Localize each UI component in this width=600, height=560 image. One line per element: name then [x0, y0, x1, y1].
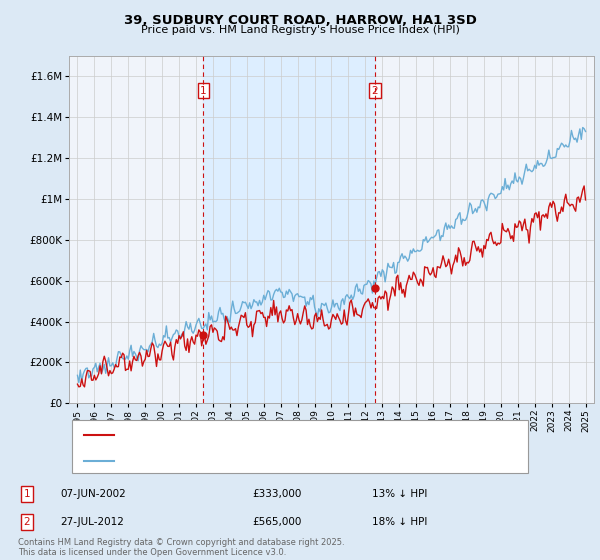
Text: 13% ↓ HPI: 13% ↓ HPI [372, 489, 427, 499]
Text: Price paid vs. HM Land Registry's House Price Index (HPI): Price paid vs. HM Land Registry's House … [140, 25, 460, 35]
Text: 2: 2 [23, 517, 31, 527]
Text: HPI: Average price, detached house, Brent: HPI: Average price, detached house, Bren… [123, 456, 331, 466]
Text: 39, SUDBURY COURT ROAD, HARROW, HA1 3SD (detached house): 39, SUDBURY COURT ROAD, HARROW, HA1 3SD … [123, 430, 446, 440]
Text: 1: 1 [23, 489, 31, 499]
Text: £333,000: £333,000 [252, 489, 301, 499]
Text: 07-JUN-2002: 07-JUN-2002 [60, 489, 126, 499]
Text: Contains HM Land Registry data © Crown copyright and database right 2025.
This d: Contains HM Land Registry data © Crown c… [18, 538, 344, 557]
Text: £565,000: £565,000 [252, 517, 301, 527]
Text: 1: 1 [200, 86, 207, 96]
Text: 27-JUL-2012: 27-JUL-2012 [60, 517, 124, 527]
Text: 39, SUDBURY COURT ROAD, HARROW, HA1 3SD: 39, SUDBURY COURT ROAD, HARROW, HA1 3SD [124, 14, 476, 27]
Text: 2: 2 [371, 86, 378, 96]
Bar [203, 56, 375, 403]
Text: 18% ↓ HPI: 18% ↓ HPI [372, 517, 427, 527]
